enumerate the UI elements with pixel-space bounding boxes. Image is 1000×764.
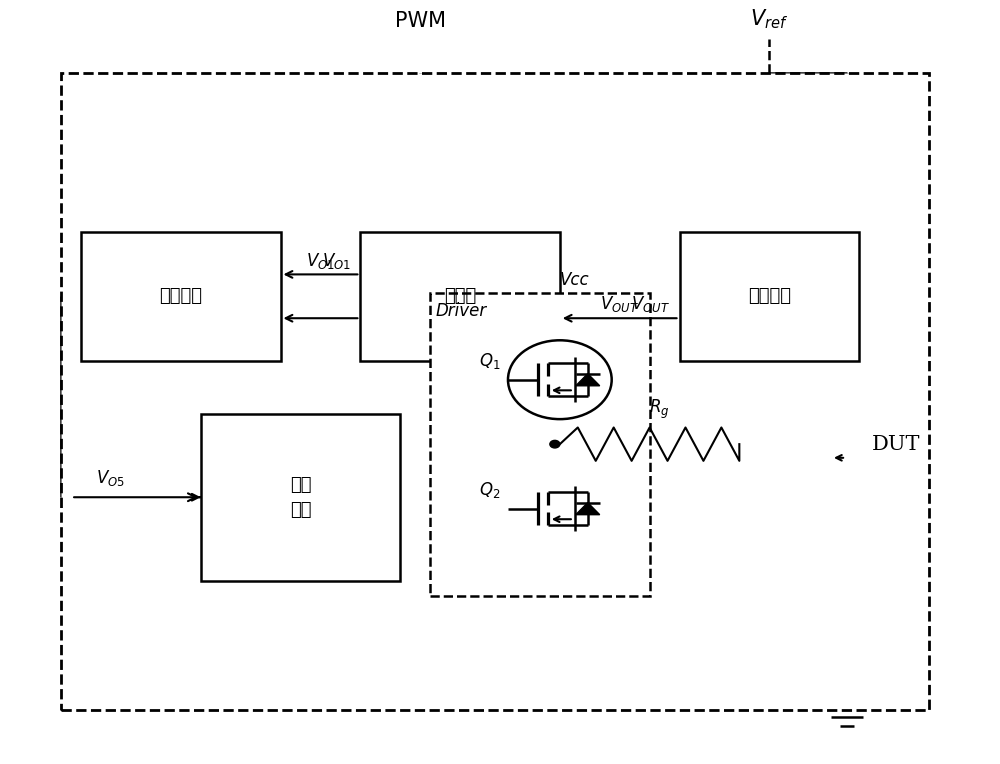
Text: DUT: DUT <box>872 435 920 454</box>
Text: $V_{OUT}$: $V_{OUT}$ <box>631 294 670 315</box>
Text: $Q_2$: $Q_2$ <box>479 480 500 500</box>
Bar <box>81 231 281 361</box>
Text: PWM: PWM <box>395 11 446 31</box>
Bar <box>61 73 929 710</box>
Text: $V_{O1}$: $V_{O1}$ <box>306 251 335 270</box>
Polygon shape <box>576 374 600 386</box>
Bar <box>680 231 859 361</box>
Text: 信号处理: 信号处理 <box>159 287 202 306</box>
Text: $Q_1$: $Q_1$ <box>479 351 500 371</box>
Text: Vcc: Vcc <box>560 270 589 289</box>
Bar <box>360 231 560 361</box>
Text: 驱动
芯片: 驱动 芯片 <box>290 476 311 519</box>
Text: $V_{ref}$: $V_{ref}$ <box>750 8 788 31</box>
Text: $V_{OUT}$: $V_{OUT}$ <box>600 294 639 315</box>
Polygon shape <box>576 503 600 515</box>
Text: Driver: Driver <box>435 302 486 319</box>
Text: $R_g$: $R_g$ <box>649 398 670 422</box>
Text: $V_{O5}$: $V_{O5}$ <box>96 468 125 488</box>
Text: 比较器: 比较器 <box>444 287 476 306</box>
Text: $V_{O1}$: $V_{O1}$ <box>322 251 350 270</box>
Circle shape <box>550 440 560 448</box>
Text: 采样电路: 采样电路 <box>748 287 791 306</box>
Bar <box>430 293 650 596</box>
Bar <box>201 414 400 581</box>
